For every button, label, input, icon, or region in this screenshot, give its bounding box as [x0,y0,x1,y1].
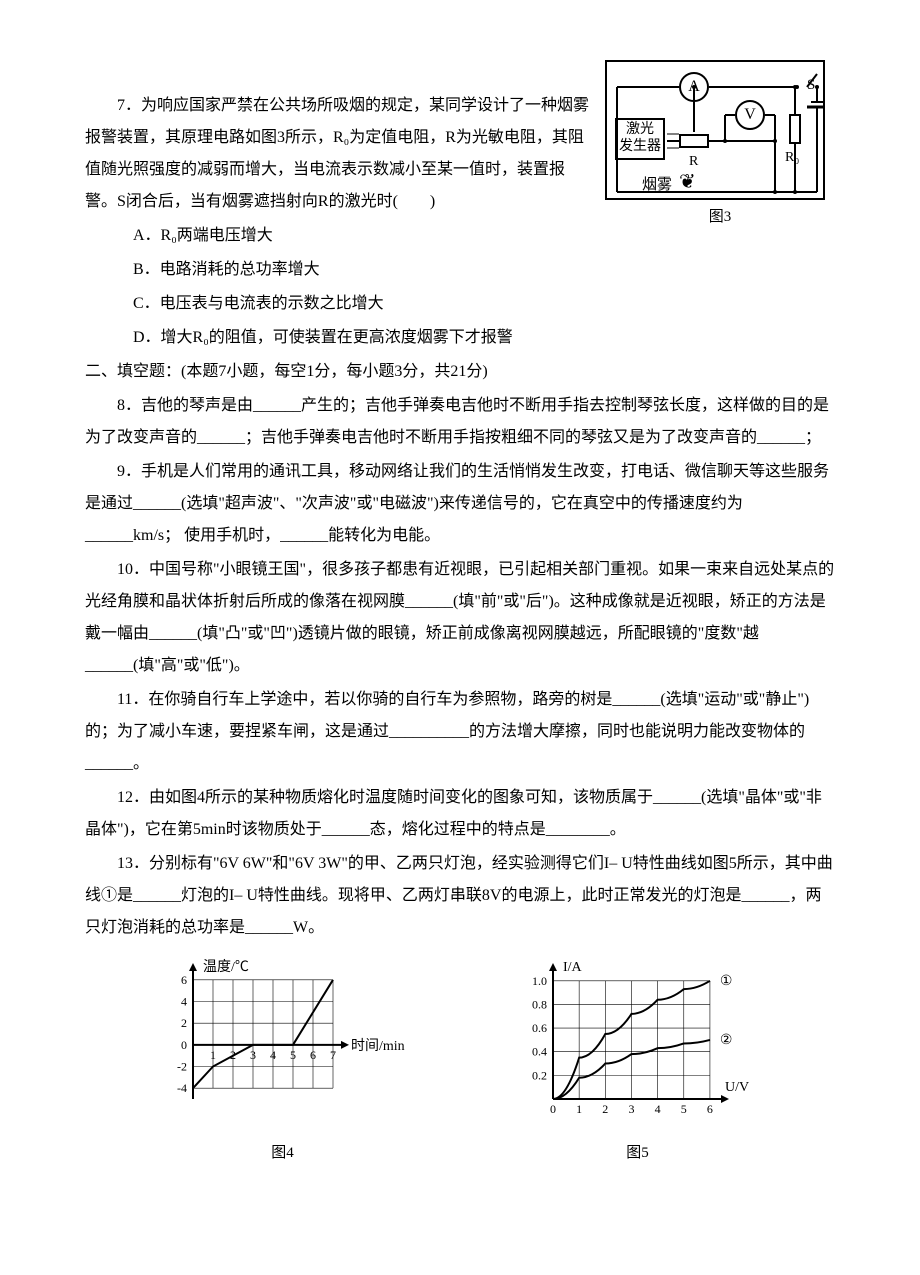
circuit-box: A V 激光发生器 R R₀ S [605,60,825,200]
svg-text:4: 4 [270,1048,276,1062]
svg-text:0: 0 [550,1102,556,1116]
svg-text:7: 7 [330,1048,336,1062]
q7-option-c: C．电压表与电流表的示数之比增大 [85,288,835,320]
svg-text:0: 0 [181,1038,187,1052]
svg-text:6: 6 [706,1102,712,1116]
q9-text: 9．手机是人们常用的通讯工具，移动网络让我们的生活悄悄发生改变，打电话、微信聊天… [85,456,835,552]
svg-text:I/A: I/A [563,960,583,975]
q7-option-b: B．电路消耗的总功率增大 [85,254,835,286]
svg-text:0.6: 0.6 [532,1021,547,1035]
svg-text:2: 2 [602,1102,608,1116]
svg-text:-4: -4 [177,1081,187,1095]
circuit-figure: A V 激光发生器 R R₀ S [605,60,835,232]
svg-text:2: 2 [181,1016,187,1030]
q10-text: 10．中国号称"小眼镜王国"，很多孩子都患有近视眼，已引起相关部门重视。如果一束… [85,554,835,682]
svg-text:3: 3 [250,1048,256,1062]
svg-text:0.4: 0.4 [532,1045,547,1059]
svg-text:3: 3 [628,1102,634,1116]
circuit-wires [607,62,823,198]
svg-text:5: 5 [290,1048,296,1062]
svg-text:0.8: 0.8 [532,997,547,1011]
svg-text:6: 6 [310,1048,316,1062]
svg-text:6: 6 [181,973,187,987]
svg-text:1: 1 [576,1102,582,1116]
svg-text:U/V: U/V [725,1080,749,1095]
svg-text:-2: -2 [177,1060,187,1074]
svg-text:0.2: 0.2 [532,1068,547,1082]
q13-text: 13．分别标有"6V 6W"和"6V 3W"的甲、乙两只灯泡，经实验测得它们I–… [85,848,835,944]
svg-text:温度/℃: 温度/℃ [203,959,249,975]
smoke-icon: ❦ [679,162,696,202]
svg-text:5: 5 [680,1102,686,1116]
smoke-label: 烟雾 [642,170,672,200]
q11-text: 11．在你骑自行车上学途中，若以你骑的自行车为参照物，路旁的树是______(选… [85,684,835,780]
figure3-caption: 图3 [605,202,835,232]
svg-text:时间/min: 时间/min [351,1038,405,1054]
svg-text:②: ② [719,1033,732,1048]
q8-text: 8．吉他的琴声是由______产生的；吉他手弹奏电吉他时不断用手指去控制琴弦长度… [85,390,835,454]
chart4-svg: 1234567-4-22460温度/℃时间/min [153,954,413,1124]
chart4-wrapper: 1234567-4-22460温度/℃时间/min 图4 [153,954,413,1168]
chart5-svg: 0 1 2 3 4 5 6 0.2 0.4 0.6 0.8 1.0 ① ② I/A U/V [508,954,768,1124]
chart4-caption: 图4 [153,1138,413,1168]
svg-text:4: 4 [181,995,187,1009]
q7-option-d: D．增大R₀的阻值，可使装置在更高浓度烟雾下才报警 [85,322,835,354]
chart5-caption: 图5 [508,1138,768,1168]
svg-text:1.0: 1.0 [532,974,547,988]
charts-row: 1234567-4-22460温度/℃时间/min 图4 01234560.20… [85,954,835,1168]
q12-text: 12．由如图4所示的某种物质熔化时温度随时间变化的图象可知，该物质属于_____… [85,782,835,846]
svg-text:4: 4 [654,1102,660,1116]
svg-text:①: ① [719,974,732,989]
section-2-header: 二、填空题：(本题7小题，每空1分，每小题3分，共21分) [85,356,835,388]
chart5-wrapper: 0 1 2 3 4 5 6 0.2 0.4 0.6 0.8 1.0 ① ② I/A U/V 图5 [508,954,768,1168]
svg-text:1: 1 [210,1048,216,1062]
